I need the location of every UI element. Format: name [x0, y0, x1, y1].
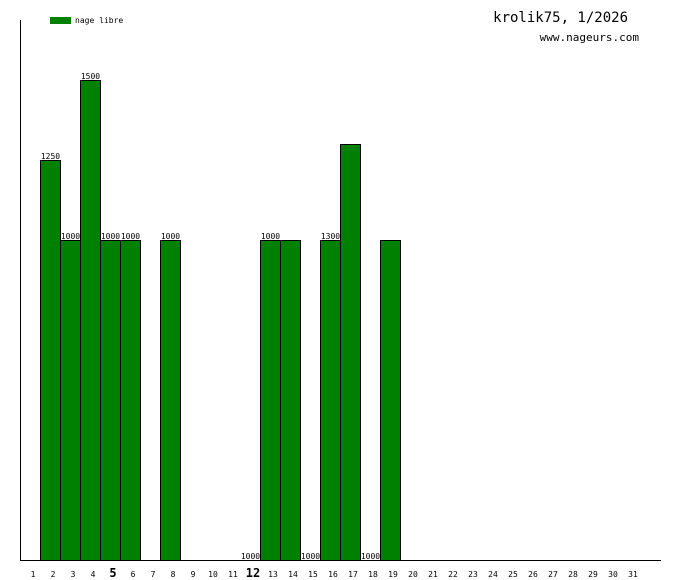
bar-day-4	[80, 80, 101, 561]
x-tick-label-23: 23	[468, 570, 478, 579]
value-label-day-6: 1000	[121, 232, 140, 241]
x-tick-label-4: 4	[91, 570, 96, 579]
x-tick-label-5: 5	[109, 566, 116, 580]
x-tick-label-26: 26	[528, 570, 538, 579]
x-tick-label-18: 18	[368, 570, 378, 579]
value-label-day-3: 1000	[61, 232, 80, 241]
x-tick-label-11: 11	[228, 570, 238, 579]
x-tick-label-20: 20	[408, 570, 418, 579]
x-tick-label-8: 8	[171, 570, 176, 579]
x-tick-label-29: 29	[588, 570, 598, 579]
bar-day-3	[60, 240, 81, 561]
x-tick-label-19: 19	[388, 570, 398, 579]
x-tick-label-3: 3	[71, 570, 76, 579]
value-label-day-8: 1000	[161, 232, 180, 241]
bar-day-17	[340, 144, 361, 561]
x-tick-label-25: 25	[508, 570, 518, 579]
x-tick-label-2: 2	[51, 570, 56, 579]
value-label-day-2: 1250	[41, 152, 60, 161]
x-tick-label-16: 16	[328, 570, 338, 579]
bar-day-2	[40, 160, 61, 561]
chart-title: krolik75, 1/2026	[493, 10, 628, 26]
bar-day-19	[380, 240, 401, 561]
value-label-day-13: 1000	[261, 232, 280, 241]
x-tick-label-30: 30	[608, 570, 618, 579]
bar-day-6	[120, 240, 141, 561]
x-tick-label-9: 9	[191, 570, 196, 579]
x-tick-label-6: 6	[131, 570, 136, 579]
value-label-day-4: 1500	[81, 72, 100, 81]
x-tick-labels: 1 2 3 4 5 6 7 8 9 10 11 12 13 14 15 16 17 18 19 20 21 22 23 24 2…	[31, 566, 638, 580]
x-tick-label-24: 24	[488, 570, 498, 579]
value-label-day-15: 1000	[301, 552, 320, 561]
x-tick-label-15: 15	[308, 570, 318, 579]
legend: nage libre	[50, 16, 123, 25]
x-tick-label-10: 10	[208, 570, 218, 579]
x-tick-label-1: 1	[31, 570, 36, 579]
x-tick-label-31: 31	[628, 570, 638, 579]
value-label-day-18: 1000	[361, 552, 380, 561]
x-tick-label-21: 21	[428, 570, 438, 579]
x-tick-label-14: 14	[288, 570, 298, 579]
value-label-day-5: 1000	[101, 232, 120, 241]
bar-day-16	[320, 240, 341, 561]
x-tick-label-28: 28	[568, 570, 578, 579]
bar-series	[40, 80, 401, 561]
x-tick-label-13: 13	[268, 570, 278, 579]
x-tick-label-27: 27	[548, 570, 558, 579]
legend-label: nage libre	[75, 16, 124, 25]
x-tick-label-17: 17	[348, 570, 358, 579]
x-tick-label-12: 12	[246, 566, 260, 580]
legend-swatch	[50, 17, 71, 24]
bar-day-8	[160, 240, 181, 561]
value-label-day-16: 1300	[321, 232, 340, 241]
bar-day-14	[280, 240, 301, 561]
bar-day-13	[260, 240, 281, 561]
x-tick-label-22: 22	[448, 570, 458, 579]
x-tick-label-7: 7	[151, 570, 156, 579]
bar-day-5	[100, 240, 121, 561]
site-url: www.nageurs.com	[539, 31, 639, 44]
value-label-day-12: 1000	[241, 552, 260, 561]
